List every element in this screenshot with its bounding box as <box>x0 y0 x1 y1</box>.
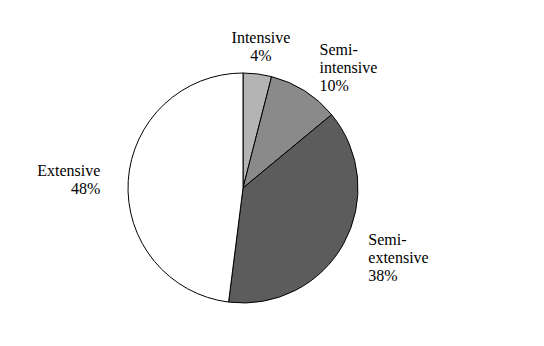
svg-text:Extensive48%: Extensive48% <box>37 162 100 197</box>
svg-text:Intensive4%: Intensive4% <box>232 29 291 64</box>
svg-text:Semi-intensive10%: Semi-intensive10% <box>320 41 378 94</box>
svg-text:Semi-extensive38%: Semi-extensive38% <box>368 230 428 283</box>
